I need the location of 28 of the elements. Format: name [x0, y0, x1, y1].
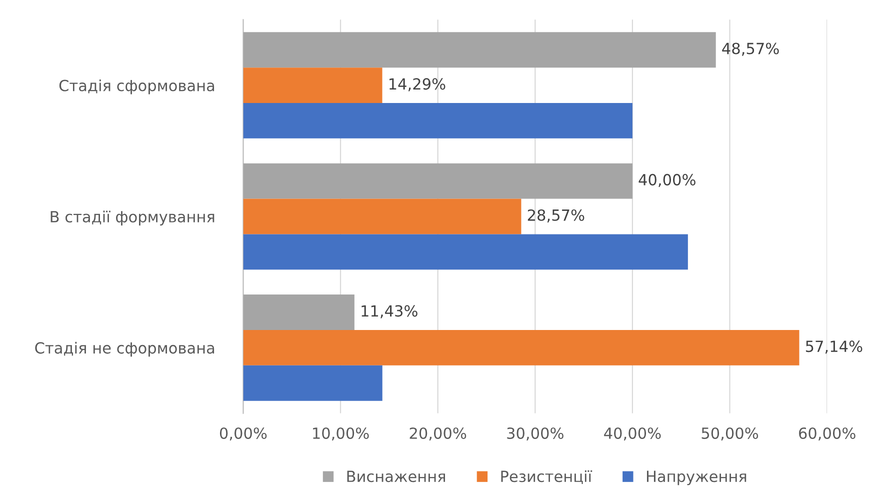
bar — [243, 365, 382, 401]
data-label: 28,57% — [528, 209, 584, 222]
bar — [243, 68, 382, 103]
data-label: 40,00% — [638, 174, 696, 188]
legend-label: Резистенції — [501, 470, 592, 484]
bar — [243, 294, 354, 330]
bar — [243, 102, 632, 138]
data-label: 48,57% — [722, 42, 779, 56]
x-tick-label: 50,00% — [702, 427, 758, 441]
legend-label: Виснаження — [347, 470, 445, 482]
y-tick-label: Стадія не сформована — [35, 342, 214, 357]
x-tick-label: 10,00% — [313, 427, 369, 441]
x-tick-label: 20,00% — [410, 427, 466, 441]
bar — [243, 163, 632, 199]
x-tick-label: 40,00% — [604, 427, 661, 441]
y-tick-label: В стадії формування — [50, 210, 214, 226]
bar — [243, 234, 688, 270]
y-tick-label: Стадія сформована — [59, 79, 214, 94]
x-tick-label: 0,00% — [220, 427, 267, 441]
bar — [243, 32, 716, 68]
data-label: 11,43% — [362, 305, 418, 318]
bar — [243, 330, 800, 366]
data-label: 57,14% — [806, 340, 862, 354]
x-tick-label: 60,00% — [799, 427, 856, 441]
x-tick-label: 30,00% — [507, 427, 564, 441]
legend-label: Напруження — [646, 470, 746, 486]
data-label: 14,29% — [390, 78, 446, 92]
bar — [243, 198, 522, 234]
